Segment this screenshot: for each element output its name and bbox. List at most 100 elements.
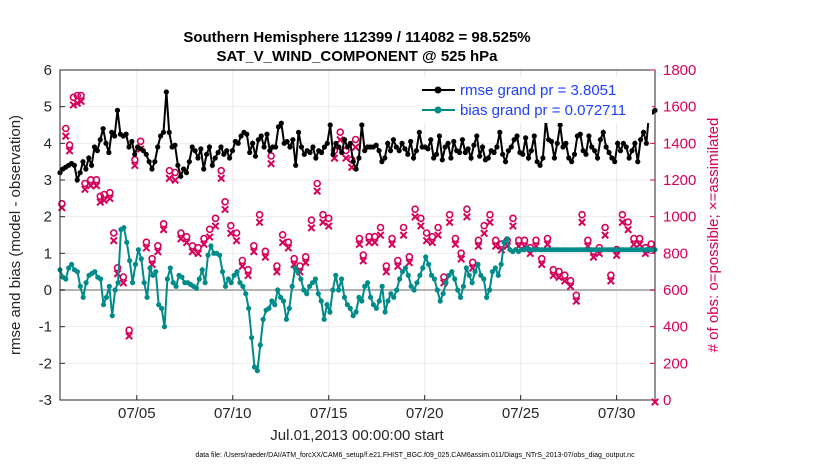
rmse-point (410, 155, 417, 161)
rmse-point (275, 124, 282, 130)
bias-point (277, 294, 284, 300)
rmse-point (396, 148, 402, 154)
obs-assimilated-stroke (100, 196, 109, 205)
obs-assimilated-marker (618, 218, 627, 227)
bias-point (219, 269, 226, 275)
legend-bias-label: bias grand pr = 0.072711 (460, 102, 626, 119)
rmse-point (462, 149, 468, 156)
rmse-point (390, 137, 397, 143)
obs-assimilated-marker (319, 218, 327, 227)
obs-assimilated-marker (462, 212, 471, 221)
chart-subtitle: SAT_V_WIND_COMPONENT @ 525 hPa (216, 48, 498, 65)
bias-point (202, 280, 208, 286)
obs-assimilated-stroke (462, 212, 471, 221)
rmse-point (203, 151, 210, 157)
obs-assimilated-stroke (376, 231, 385, 240)
rmse-point (158, 133, 164, 139)
rmse-point (465, 146, 471, 152)
y-right-tick-label: 1200 (663, 172, 696, 189)
obs-assimilated-stroke (171, 176, 180, 185)
bias-point (106, 283, 112, 289)
obs-possible-marker (445, 210, 454, 219)
bias-point (257, 342, 263, 348)
obs-assimilated-stroke (313, 187, 322, 196)
obs-assimilated-stroke (290, 260, 299, 269)
x-axis-label: Jul.01,2013 00:00:00 start (270, 427, 444, 444)
obs-assimilated-marker (351, 143, 360, 152)
obs-assimilated-marker (119, 278, 128, 287)
obs-assimilated-stroke (188, 247, 197, 256)
rmse-line (59, 91, 656, 184)
bias-point (309, 280, 316, 286)
rmse-point (321, 144, 328, 150)
rmse-point (362, 148, 368, 154)
rmse-point (592, 148, 598, 154)
bias-point (365, 280, 371, 286)
rmse-point (89, 162, 95, 168)
obs-assimilated-stroke (491, 242, 500, 251)
bias-point (382, 309, 388, 315)
bias-point (388, 291, 394, 297)
bias-point (286, 305, 292, 311)
rmse-point (514, 133, 520, 139)
rmse-point (643, 140, 649, 146)
bias-point (173, 283, 179, 289)
bias-point (452, 276, 458, 282)
obs-assimilated-stroke (342, 154, 350, 163)
obs-assimilated-marker (307, 223, 316, 232)
rmse-point (298, 144, 305, 150)
obs-possible-marker (301, 253, 310, 261)
y-left-tick-label: -1 (39, 319, 52, 336)
bias-point (225, 276, 231, 282)
bias-point (80, 294, 86, 300)
bias-point (103, 294, 110, 300)
rmse-point (132, 151, 138, 157)
obs-assimilated-marker (370, 238, 379, 247)
obs-assimilated-marker (65, 146, 74, 155)
obs-assimilated-stroke (428, 238, 437, 247)
rmse-point (226, 155, 233, 161)
rmse-point (586, 133, 592, 139)
bias-point (486, 287, 493, 293)
rmse-point (612, 159, 618, 165)
bias-point (295, 269, 301, 275)
bias-point (167, 265, 173, 271)
rmse-point (341, 137, 348, 143)
obs-assimilated-stroke (92, 181, 101, 190)
rmse-point (235, 140, 241, 146)
obs-assimilated-stroke (221, 205, 229, 214)
rmse-point (500, 151, 506, 157)
bias-point (466, 272, 472, 278)
obs-assimilated-marker (217, 174, 226, 183)
bias-point (208, 243, 214, 249)
obs-assimilated-marker (451, 240, 460, 249)
obs-possible-marker (324, 214, 333, 223)
obs-possible-marker (284, 238, 293, 246)
obs-assimilated-stroke (301, 258, 310, 267)
bias-point (324, 302, 330, 308)
rmse-point (112, 133, 118, 139)
bias-point (196, 276, 202, 282)
obs-possible-marker (65, 141, 74, 149)
obs-assimilated-stroke (629, 240, 638, 249)
bias-point (121, 225, 127, 231)
obs-assimilated-marker (359, 256, 368, 265)
obs-assimilated-stroke (509, 222, 517, 230)
bias-point (492, 265, 498, 271)
rmse-point (528, 148, 535, 154)
obs-assimilated-stroke (324, 222, 333, 230)
obs-assimilated-stroke (411, 212, 419, 221)
obs-assimilated-stroke (119, 278, 128, 287)
rmse-point (189, 144, 195, 150)
obs-assimilated-marker (177, 234, 185, 243)
obs-assimilated-stroke (382, 267, 391, 276)
bias-point (77, 283, 83, 289)
bias-point (356, 294, 362, 300)
obs-assimilated-stroke (355, 240, 364, 249)
legend-rmse-label: rmse grand pr = 3.8051 (460, 82, 616, 99)
bias-point (205, 252, 211, 258)
obs-assimilated-stroke (480, 229, 489, 238)
rmse-point (198, 146, 204, 152)
obs-possible-marker (221, 198, 229, 206)
rmse-point (554, 140, 560, 146)
